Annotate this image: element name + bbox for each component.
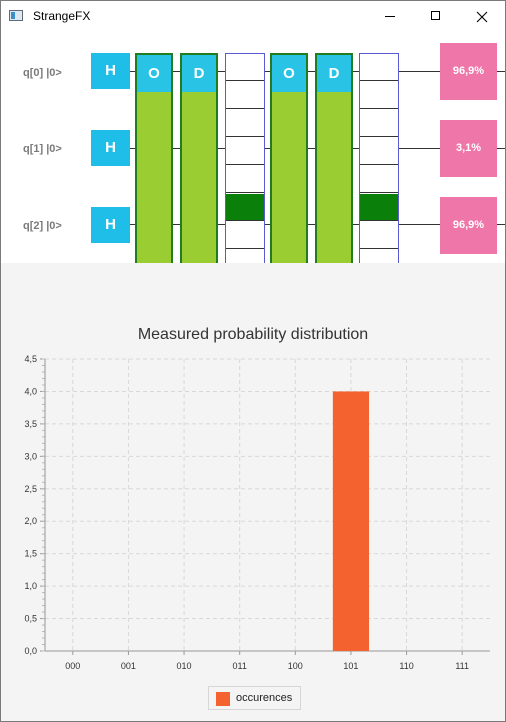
y-tick-label: 1,5 (24, 549, 37, 559)
h-gate-q1[interactable]: H (91, 130, 130, 166)
y-tick-label: 2,0 (24, 516, 37, 526)
qubit-label-2: q[2] |0> (23, 220, 62, 232)
legend-label: occurences (236, 692, 293, 704)
chart-legend: occurences (208, 686, 301, 710)
y-tick-label: 0,0 (24, 646, 37, 656)
app-icon (9, 10, 23, 21)
state-cell (226, 166, 264, 193)
probability-output-q0: 96,9% (440, 43, 497, 100)
close-button[interactable] (459, 1, 505, 32)
close-icon (476, 11, 488, 23)
x-tick-label: 100 (288, 661, 303, 671)
oracle-gate-label: O (272, 55, 306, 92)
y-tick-label: 3,5 (24, 419, 37, 429)
probability-output-q2: 96,9% (440, 197, 497, 254)
state-cell (360, 138, 398, 165)
diffusion-gate-1[interactable]: D (180, 53, 218, 277)
h-gate-q0[interactable]: H (91, 53, 130, 89)
state-cell (226, 138, 264, 165)
state-cell (360, 54, 398, 81)
qubit-label-0: q[0] |0> (23, 67, 62, 79)
legend-swatch (216, 692, 230, 706)
diffusion-gate-label: D (317, 55, 351, 92)
diffusion-gate-label: D (182, 55, 216, 92)
x-tick-label: 101 (343, 661, 358, 671)
title-bar: StrangeFX (1, 1, 505, 32)
diffusion-gate-2[interactable]: D (315, 53, 353, 277)
state-cell (226, 222, 264, 249)
y-tick-label: 0,5 (24, 614, 37, 624)
state-cell (360, 110, 398, 137)
h-gate-q2[interactable]: H (91, 207, 130, 243)
x-tick-label: 010 (177, 661, 192, 671)
probability-output-q1: 3,1% (440, 120, 497, 177)
x-tick-label: 001 (121, 661, 136, 671)
state-cell (226, 82, 264, 109)
maximize-button[interactable] (413, 1, 459, 32)
y-tick-label: 3,0 (24, 451, 37, 461)
state-cell (360, 222, 398, 249)
x-tick-label: 000 (65, 661, 80, 671)
state-cell-highlight (360, 194, 398, 221)
bar-101 (332, 391, 370, 651)
x-tick-label: 011 (233, 661, 247, 671)
qubit-label-1: q[1] |0> (23, 143, 62, 155)
oracle-gate-1[interactable]: O (135, 53, 173, 277)
x-tick-label: 110 (399, 661, 413, 671)
y-tick-label: 4,0 (24, 386, 37, 396)
state-cell (360, 82, 398, 109)
chart-panel (1, 263, 505, 721)
y-tick-label: 4,5 (24, 354, 37, 364)
y-tick-label: 1,0 (24, 581, 37, 591)
state-cell (360, 166, 398, 193)
chart-title: Measured probability distribution (137, 326, 369, 343)
oracle-gate-label: O (137, 55, 171, 92)
state-cell-highlight (226, 194, 264, 221)
window-title: StrangeFX (33, 9, 91, 23)
y-tick-label: 2,5 (24, 484, 37, 494)
state-cell (226, 110, 264, 137)
state-cell (226, 54, 264, 81)
x-tick-label: 111 (455, 661, 469, 671)
minimize-button[interactable] (367, 1, 413, 32)
probability-column-1 (225, 53, 265, 277)
